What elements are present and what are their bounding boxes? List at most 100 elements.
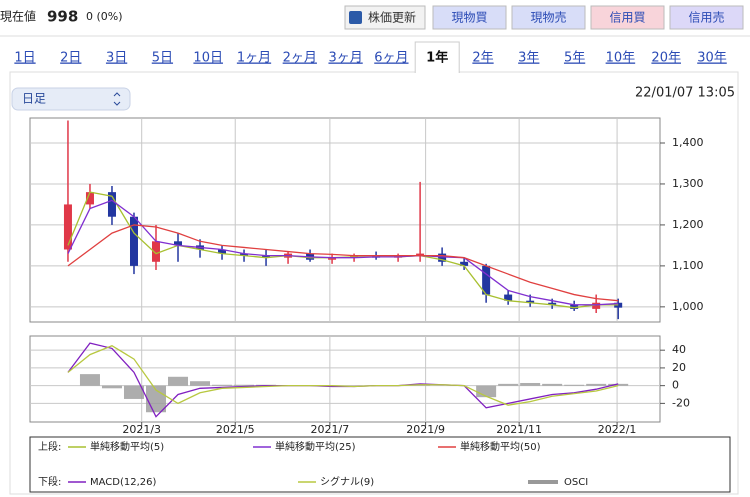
candle-body [152, 241, 160, 262]
tab[interactable]: 2ヶ月 [283, 51, 317, 66]
tab[interactable]: 1日 [14, 51, 35, 66]
osci-bar [520, 382, 541, 386]
button-label[interactable]: 信用買 [609, 11, 645, 25]
osci-bar [498, 383, 519, 386]
osci-bar [79, 374, 100, 386]
legend-box [29, 436, 731, 493]
button[interactable] [344, 5, 426, 30]
candle-body [416, 253, 425, 256]
candle-body [240, 253, 249, 256]
candle-body [174, 241, 183, 246]
tab[interactable]: 3日 [106, 51, 127, 66]
button[interactable] [511, 5, 586, 30]
legend-label: 単純移動平均(25) [275, 440, 356, 453]
x-tick-label: 2021/3 [122, 423, 161, 436]
y-tick-label: -20 [672, 396, 690, 409]
tab[interactable]: 3ヶ月 [328, 51, 362, 66]
tab[interactable]: 5年 [564, 51, 585, 66]
y-tick-label: 1,000 [672, 300, 704, 313]
candle-body [438, 253, 447, 262]
tab[interactable]: 3年 [518, 51, 539, 66]
button-label[interactable]: 株価更新 [368, 10, 416, 25]
tab[interactable]: 30年 [697, 51, 727, 66]
y-tick-label: 1,100 [672, 259, 704, 272]
plot-area [29, 335, 661, 423]
candle-body [129, 216, 138, 266]
osci-bar [101, 385, 122, 389]
tab[interactable]: 20年 [651, 51, 681, 66]
button-label[interactable]: 現物買 [451, 11, 487, 25]
button[interactable] [590, 5, 665, 30]
dropdown-text[interactable]: 日足 [22, 92, 46, 106]
osci-bar [476, 385, 497, 398]
candle-body [592, 302, 601, 309]
candle-body [63, 204, 72, 250]
x-tick-label: 2021/5 [216, 423, 255, 436]
active-tab [414, 41, 460, 73]
tab[interactable]: 10年 [606, 51, 636, 66]
tab[interactable]: 2年 [472, 51, 493, 66]
osci-bar [123, 385, 144, 399]
indicator-line [67, 224, 619, 302]
candle-body [328, 257, 337, 260]
candle-body [482, 265, 491, 295]
candle-body [526, 300, 535, 303]
dropdown-box[interactable] [11, 87, 131, 111]
osci-bar [564, 384, 585, 386]
osci-bar [212, 384, 233, 386]
button[interactable] [432, 5, 507, 30]
button-label[interactable]: 現物売 [530, 10, 566, 25]
osci-bar [608, 383, 629, 386]
dropdown-arrow [113, 92, 121, 106]
x-tick-label: 2022/1 [598, 423, 637, 436]
candle-body [570, 304, 579, 309]
candle-body [107, 192, 116, 217]
y-tick-label: 0 [672, 379, 679, 392]
tab[interactable]: 6ヶ月 [374, 51, 408, 66]
candle-body [262, 255, 271, 258]
y-tick-label: 1,200 [672, 218, 704, 231]
legend-title: 下段: [38, 475, 61, 488]
tab[interactable]: 1ヶ月 [237, 51, 271, 66]
tab[interactable]: 5日 [152, 51, 173, 66]
button[interactable] [669, 5, 744, 30]
osci-bar [586, 383, 607, 386]
tab[interactable]: 1年 [426, 50, 448, 66]
osci-bar [542, 383, 563, 386]
candle-body [85, 192, 94, 205]
x-tick-label: 2021/7 [311, 423, 350, 436]
legend-title: 上段: [38, 440, 61, 453]
timestamp: 22/01/07 13:05 [635, 86, 735, 101]
candle-body [548, 302, 557, 305]
legend-swatch [528, 480, 558, 484]
legend-label: OSCI [564, 477, 588, 488]
legend-label: 単純移動平均(5) [90, 440, 164, 453]
x-tick-label: 2021/9 [406, 423, 445, 436]
plot-area [29, 117, 661, 323]
x-tick-label: 2021/11 [496, 423, 542, 436]
candle-body [504, 294, 513, 301]
legend-label: シグナル(9) [320, 475, 374, 488]
tab[interactable]: 10日 [193, 51, 223, 66]
legend-label: 単純移動平均(50) [460, 440, 541, 453]
price-label: 現在値 [0, 9, 36, 24]
y-tick-label: 40 [672, 343, 686, 356]
tab[interactable]: 2日 [60, 51, 81, 66]
button-label[interactable]: 信用売 [688, 10, 724, 25]
price: 998 [47, 8, 78, 26]
osci-bar [190, 381, 211, 386]
dropdown[interactable]: 日足 [11, 87, 131, 111]
candle-body [460, 261, 469, 266]
legend-label: MACD(12,26) [90, 477, 157, 488]
price-change: 0 (0%) [86, 10, 123, 23]
y-tick-label: 1,400 [672, 136, 704, 149]
osci-bar [234, 384, 255, 386]
indicator-line [67, 199, 619, 306]
indicator-line [67, 345, 619, 406]
y-tick-label: 1,300 [672, 177, 704, 190]
refresh-icon [349, 11, 362, 24]
osci-bar [168, 376, 189, 386]
y-tick-label: 20 [672, 361, 686, 374]
candle-body [218, 249, 227, 254]
